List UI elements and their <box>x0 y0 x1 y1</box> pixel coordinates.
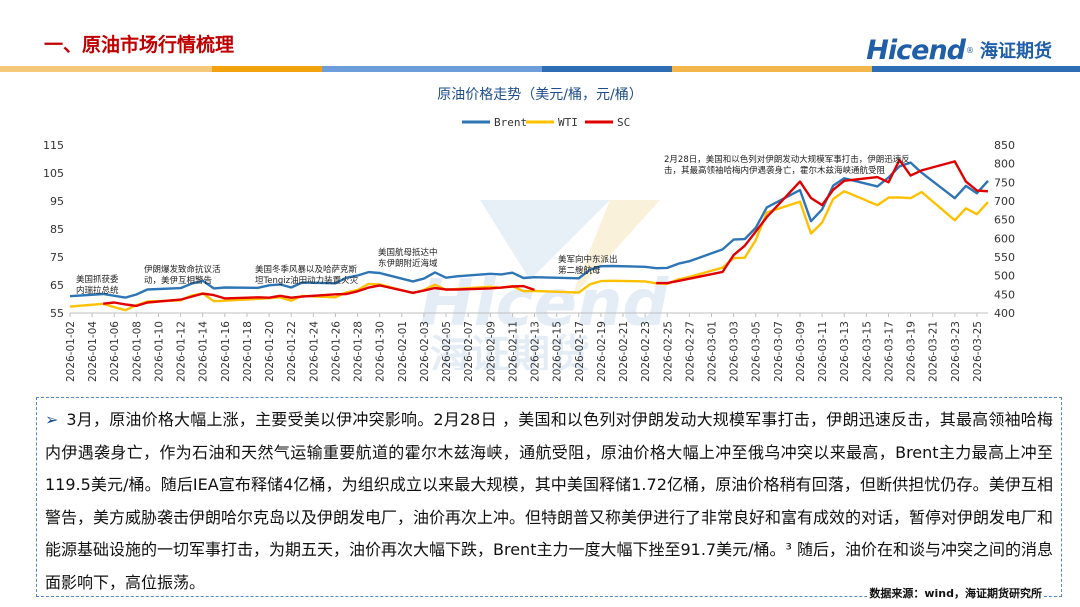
watermark-cn: 海证期货 <box>430 332 590 370</box>
x-tick-label: 2026-01-28 <box>353 321 365 382</box>
legend-label: WTI <box>558 116 578 129</box>
x-tick-label: 2026-01-16 <box>220 321 232 382</box>
x-tick-label: 2026-02-11 <box>507 321 519 382</box>
x-tick-label: 2026-01-22 <box>286 321 298 382</box>
chart-series <box>69 158 989 312</box>
x-tick-label: 2026-03-19 <box>906 321 918 382</box>
chart-annotation: 美国抓获委 <box>76 274 119 285</box>
watermark: Hicend 海证期货 <box>420 200 669 370</box>
x-tick-label: 2026-01-06 <box>109 321 121 382</box>
y-left-tick-label: 85 <box>50 223 64 236</box>
x-tick-label: 2026-02-27 <box>684 321 696 382</box>
x-tick-label: 2026-03-03 <box>729 321 741 382</box>
chart-legend: Brent WTI SC <box>462 116 630 129</box>
chart-annotation: 伊朗爆发致命抗议活 <box>144 264 221 275</box>
x-tick-label: 2026-03-11 <box>817 321 829 382</box>
y-right-tick-label: 400 <box>994 307 1015 320</box>
y-right-tick-label: 700 <box>994 195 1015 208</box>
x-tick-label: 2026-02-13 <box>530 321 542 382</box>
watermark-brand: Hicend <box>420 267 669 341</box>
x-tick-label: 2026-01-04 <box>87 321 99 382</box>
x-tick-label: 2026-01-24 <box>308 321 320 382</box>
x-tick-label: 2026-02-03 <box>419 321 431 382</box>
x-tick-label: 2026-02-23 <box>640 321 652 382</box>
logo-brand: Hicend <box>866 34 966 66</box>
x-tick-label: 2026-03-13 <box>839 321 851 382</box>
x-tick-label: 2026-01-12 <box>176 321 188 382</box>
commentary-paragraph: ➢ 3月，原油价格大幅上涨，主要受美以伊冲突影响。2月28日 ，美国和以色列对伊朗… <box>45 404 1053 599</box>
series-line-wti <box>69 189 989 312</box>
price-chart: Brent WTI SC 55 65 75 85 95 105 115 400 450 500 550 6… <box>43 116 1015 382</box>
y-left-tick-label: 55 <box>50 307 64 320</box>
logo: Hicend ® 海证期货 <box>866 30 1052 70</box>
y-right-tick-label: 450 <box>994 288 1015 301</box>
chart-annotation: 美国航母抵达中 <box>378 247 438 258</box>
y-right-tick-label: 850 <box>994 139 1015 152</box>
x-tick-label: 2026-03-21 <box>928 321 940 382</box>
y-left-tick-label: 95 <box>50 195 64 208</box>
legend-label: SC <box>617 116 630 129</box>
x-tick-label: 2026-02-01 <box>397 321 409 382</box>
series-line-brent <box>69 161 989 299</box>
legend-label: Brent <box>494 116 527 129</box>
chart-annotation: 美军向中东派出 <box>558 254 618 265</box>
logo-cn: 海证期货 <box>980 41 1052 62</box>
x-tick-label: 2026-02-05 <box>441 321 453 382</box>
x-tick-label: 2026-02-07 <box>463 321 475 382</box>
x-tick-label: 2026-03-07 <box>773 321 785 382</box>
x-tick-label: 2026-01-20 <box>264 321 276 382</box>
x-tick-label: 2026-03-23 <box>950 321 962 382</box>
x-tick-label: 2026-02-25 <box>662 321 674 382</box>
x-tick-label: 2026-02-19 <box>596 321 608 382</box>
x-tick-label: 2026-01-10 <box>153 321 165 382</box>
chart-annotation: 2月28日，美国和以色列对伊朗发动大规模军事打击，伊朗迅速反 <box>664 154 910 165</box>
y-right-tick-label: 500 <box>994 270 1015 283</box>
page-title: 一、原油市场行情梳理 <box>44 34 235 56</box>
y-right-tick-label: 650 <box>994 214 1015 227</box>
x-tick-label: 2026-03-15 <box>861 321 873 382</box>
x-tick-label: 2026-02-09 <box>485 321 497 382</box>
x-tick-label: 2026-03-17 <box>883 321 895 382</box>
x-tick-label: 2026-01-14 <box>198 321 210 382</box>
commentary-text: 3月，原油价格大幅上涨，主要受美以伊冲突影响。2月28日 ，美国和以色列对伊朗发… <box>45 410 1054 592</box>
chart-annotation: 动，美伊互相警告 <box>144 275 212 286</box>
chart-axes: 55 65 75 85 95 105 115 400 450 500 550 600 650 700 750… <box>43 139 1015 382</box>
chart-annotation: 内瑞拉总统 <box>76 285 119 296</box>
chart-annotation: 美国冬季风暴以及哈萨克斯 <box>255 264 358 275</box>
y-left-tick-label: 65 <box>50 279 64 292</box>
y-left-tick-label: 75 <box>50 251 64 264</box>
x-tick-label: 2026-02-17 <box>574 321 586 382</box>
registered-icon: ® <box>966 45 974 55</box>
x-tick-label: 2026-03-01 <box>706 321 718 382</box>
data-source: 数据来源：wind，海证期货研究所 <box>867 585 1044 601</box>
x-tick-label: 2026-01-08 <box>131 321 143 382</box>
x-tick-label: 2026-03-25 <box>972 321 984 382</box>
y-right-tick-label: 600 <box>994 232 1015 245</box>
x-tick-label: 2026-01-30 <box>375 321 387 382</box>
series-line-sc <box>103 284 535 308</box>
x-tick-label: 2026-01-26 <box>330 321 342 382</box>
y-left-tick-label: 115 <box>43 139 64 152</box>
x-tick-label: 2026-02-15 <box>552 321 564 382</box>
chart-annotation: 东伊朗附近海域 <box>378 258 438 269</box>
y-left-tick-label: 105 <box>43 167 64 180</box>
y-right-tick-label: 750 <box>994 176 1015 189</box>
x-tick-label: 2026-02-21 <box>618 321 630 382</box>
chart-annotation: 坦Tengiz油田动力装置火灾 <box>255 275 359 286</box>
x-tick-label: 2026-03-05 <box>751 321 763 382</box>
y-right-tick-label: 550 <box>994 251 1015 264</box>
series-line-sc <box>656 158 989 285</box>
chart-title: 原油价格走势（美元/桶，元/桶） <box>437 87 643 103</box>
x-tick-label: 2026-03-09 <box>795 321 807 382</box>
chart-annotation: 击，其最高领袖哈梅内伊遇袭身亡，霍尔木兹海峡通航受阻 <box>664 165 886 176</box>
y-right-tick-label: 800 <box>994 158 1015 171</box>
x-tick-label: 2026-01-18 <box>242 321 254 382</box>
chart-annotation: 第二艘航母 <box>558 265 601 276</box>
commentary-box: ➢ 3月，原油价格大幅上涨，主要受美以伊冲突影响。2月28日 ，美国和以色列对伊朗… <box>36 397 1062 597</box>
arrow-bullet-icon: ➢ <box>45 410 59 429</box>
x-tick-label: 2026-01-02 <box>65 321 77 382</box>
header-stripe <box>0 66 1080 72</box>
